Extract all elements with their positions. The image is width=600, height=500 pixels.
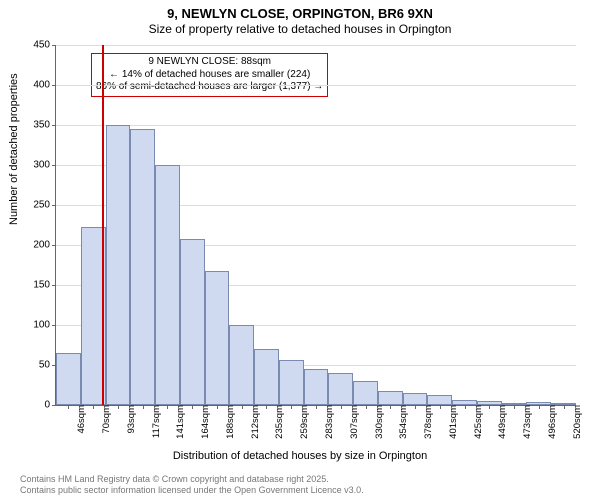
xtick-mark	[242, 405, 243, 409]
xtick-label: 496sqm	[543, 405, 558, 439]
xtick-mark	[291, 405, 292, 409]
xtick-label: 70sqm	[97, 405, 112, 434]
x-axis-label: Distribution of detached houses by size …	[0, 450, 600, 462]
histogram-bar	[378, 391, 403, 405]
xtick-mark	[489, 405, 490, 409]
histogram-bar	[353, 381, 378, 405]
xtick-mark	[415, 405, 416, 409]
xtick-label: 46sqm	[72, 405, 87, 434]
plot-area: 9 NEWLYN CLOSE: 88sqm ← 14% of detached …	[55, 45, 576, 406]
xtick-label: 164sqm	[196, 405, 211, 439]
xtick-label: 378sqm	[419, 405, 434, 439]
annotation-line2: ← 14% of detached houses are smaller (22…	[96, 69, 323, 82]
xtick-mark	[316, 405, 317, 409]
xtick-mark	[390, 405, 391, 409]
xtick-mark	[266, 405, 267, 409]
histogram-bar	[229, 325, 254, 405]
ytick-mark	[52, 405, 56, 406]
xtick-mark	[514, 405, 515, 409]
ytick-mark	[52, 85, 56, 86]
gridline	[56, 45, 576, 46]
histogram-bar	[328, 373, 353, 405]
histogram-bar	[130, 129, 155, 405]
histogram-bar	[106, 125, 131, 405]
gridline	[56, 125, 576, 126]
xtick-label: 212sqm	[246, 405, 261, 439]
footer-line2: Contains public sector information licen…	[20, 485, 364, 496]
ytick-mark	[52, 165, 56, 166]
xtick-mark	[192, 405, 193, 409]
annotation-line1: 9 NEWLYN CLOSE: 88sqm	[96, 56, 323, 69]
xtick-label: 93sqm	[122, 405, 137, 434]
title-block: 9, NEWLYN CLOSE, ORPINGTON, BR6 9XN Size…	[0, 0, 600, 36]
gridline	[56, 85, 576, 86]
histogram-bar	[56, 353, 81, 405]
histogram-bar	[254, 349, 279, 405]
xtick-label: 473sqm	[518, 405, 533, 439]
xtick-mark	[341, 405, 342, 409]
ytick-mark	[52, 205, 56, 206]
xtick-label: 354sqm	[394, 405, 409, 439]
xtick-mark	[118, 405, 119, 409]
xtick-label: 188sqm	[221, 405, 236, 439]
marker-line	[102, 45, 104, 405]
title-main: 9, NEWLYN CLOSE, ORPINGTON, BR6 9XN	[0, 6, 600, 21]
xtick-mark	[440, 405, 441, 409]
xtick-label: 259sqm	[295, 405, 310, 439]
histogram-bar	[279, 360, 304, 405]
xtick-label: 117sqm	[147, 405, 162, 438]
xtick-mark	[366, 405, 367, 409]
xtick-label: 449sqm	[493, 405, 508, 439]
annotation-box: 9 NEWLYN CLOSE: 88sqm ← 14% of detached …	[91, 53, 328, 97]
footer: Contains HM Land Registry data © Crown c…	[20, 474, 364, 496]
xtick-label: 141sqm	[171, 405, 186, 439]
chart-container: 9, NEWLYN CLOSE, ORPINGTON, BR6 9XN Size…	[0, 0, 600, 500]
xtick-label: 307sqm	[345, 405, 360, 439]
xtick-label: 520sqm	[568, 405, 583, 439]
xtick-mark	[217, 405, 218, 409]
xtick-mark	[465, 405, 466, 409]
histogram-bar	[205, 271, 230, 405]
ytick-mark	[52, 125, 56, 126]
title-sub: Size of property relative to detached ho…	[0, 22, 600, 36]
xtick-label: 235sqm	[270, 405, 285, 439]
histogram-bar	[180, 239, 205, 405]
y-axis-label: Number of detached properties	[8, 73, 20, 225]
xtick-mark	[68, 405, 69, 409]
xtick-mark	[167, 405, 168, 409]
xtick-label: 283sqm	[320, 405, 335, 439]
footer-line1: Contains HM Land Registry data © Crown c…	[20, 474, 364, 485]
histogram-bar	[155, 165, 180, 405]
ytick-mark	[52, 245, 56, 246]
xtick-mark	[143, 405, 144, 409]
histogram-bar	[427, 395, 452, 405]
xtick-label: 425sqm	[469, 405, 484, 439]
ytick-mark	[52, 45, 56, 46]
xtick-mark	[539, 405, 540, 409]
ytick-mark	[52, 285, 56, 286]
xtick-mark	[93, 405, 94, 409]
histogram-bar	[304, 369, 329, 405]
xtick-mark	[564, 405, 565, 409]
xtick-label: 330sqm	[370, 405, 385, 439]
annotation-line3: 86% of semi-detached houses are larger (…	[96, 81, 323, 94]
xtick-label: 401sqm	[444, 405, 459, 439]
ytick-mark	[52, 325, 56, 326]
histogram-bar	[403, 393, 428, 405]
